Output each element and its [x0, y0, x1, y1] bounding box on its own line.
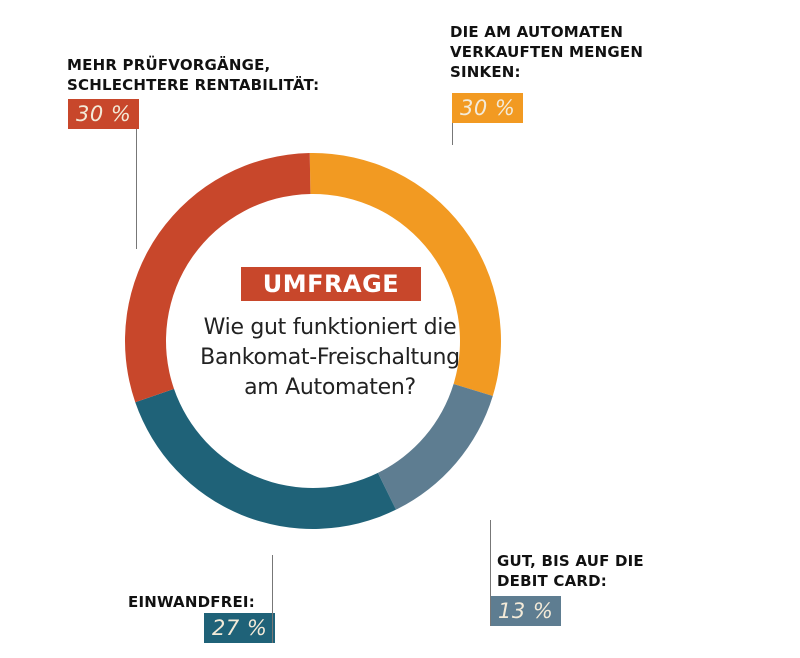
pct-slate: 13 % [490, 596, 562, 626]
label-line: GUT, BIS AUF DIE [497, 552, 644, 570]
label-line: DEBIT CARD: [497, 572, 607, 590]
slice-einwandfrei [135, 388, 397, 529]
label-line: SINKEN: [450, 63, 521, 81]
question-line: Bankomat-Freischaltung [200, 345, 460, 370]
label-line: SCHLECHTERE RENTABILITÄT: [67, 76, 320, 94]
label-red: MEHR PRÜFVORGÄNGE, SCHLECHTERE RENTABILI… [67, 55, 319, 95]
question-line: am Automaten? [244, 375, 416, 400]
leader-line-teal [272, 555, 273, 643]
label-line: MEHR PRÜFVORGÄNGE, [67, 56, 271, 74]
survey-question: Wie gut funktioniert die Bankomat-Freisc… [180, 313, 480, 403]
label-teal: EINWANDFREI: [128, 592, 255, 612]
pct-red: 30 % [68, 99, 140, 129]
slice-sinkende-mengen [309, 153, 501, 396]
label-line: EINWANDFREI: [128, 593, 255, 611]
slice-gut-bis-debit [377, 383, 493, 510]
slice-mehr-pruefvorgaenge [125, 153, 311, 403]
label-slate: GUT, BIS AUF DIE DEBIT CARD: [497, 551, 644, 591]
leader-line-red [136, 129, 137, 249]
label-line: VERKAUFTEN MENGEN [450, 43, 644, 61]
survey-badge: UMFRAGE [241, 267, 421, 301]
leader-line-slate [490, 520, 491, 626]
pct-teal: 27 % [204, 613, 276, 643]
leader-line-orange [452, 123, 453, 145]
pct-orange: 30 % [452, 93, 524, 123]
label-line: DIE AM AUTOMATEN [450, 23, 624, 41]
question-line: Wie gut funktioniert die [203, 315, 457, 340]
label-orange: DIE AM AUTOMATEN VERKAUFTEN MENGEN SINKE… [450, 22, 643, 82]
